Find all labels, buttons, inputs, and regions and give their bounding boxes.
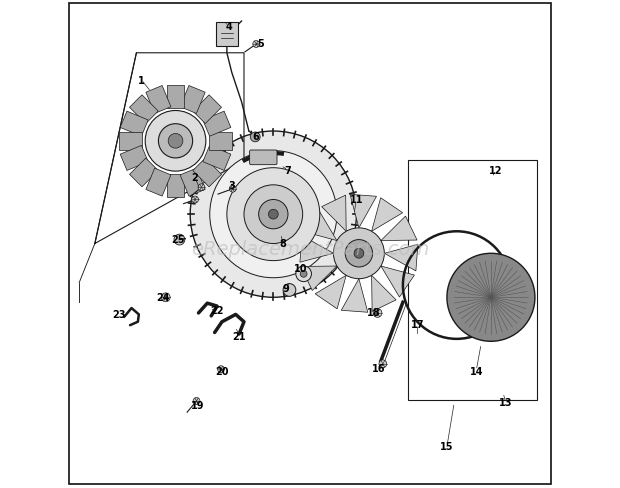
Text: 16: 16: [372, 364, 385, 373]
Circle shape: [259, 200, 288, 229]
Circle shape: [300, 271, 307, 278]
Polygon shape: [209, 133, 232, 150]
Text: 18: 18: [367, 307, 381, 317]
Text: 10: 10: [293, 264, 307, 273]
Circle shape: [250, 133, 260, 142]
Circle shape: [193, 398, 200, 405]
Circle shape: [244, 185, 303, 244]
Text: 8: 8: [280, 239, 286, 249]
Polygon shape: [193, 159, 221, 187]
Polygon shape: [303, 210, 337, 241]
Polygon shape: [203, 112, 231, 137]
Polygon shape: [146, 169, 171, 197]
Polygon shape: [130, 96, 158, 124]
Text: 4: 4: [226, 22, 232, 32]
Circle shape: [168, 134, 183, 149]
Circle shape: [145, 111, 206, 172]
Polygon shape: [130, 159, 158, 187]
Circle shape: [190, 132, 356, 298]
Polygon shape: [180, 86, 205, 114]
Polygon shape: [371, 198, 402, 232]
Circle shape: [159, 124, 193, 159]
Circle shape: [268, 210, 278, 220]
Polygon shape: [350, 195, 376, 228]
Polygon shape: [301, 266, 337, 291]
Polygon shape: [381, 217, 417, 241]
Circle shape: [345, 240, 373, 267]
Circle shape: [192, 197, 198, 203]
Text: eReplacementParts.com: eReplacementParts.com: [191, 240, 429, 258]
Text: 25: 25: [171, 234, 185, 244]
Text: 11: 11: [350, 195, 363, 205]
Polygon shape: [371, 276, 396, 312]
Text: 2: 2: [192, 173, 198, 183]
Text: 22: 22: [210, 305, 224, 315]
Circle shape: [253, 41, 260, 48]
Polygon shape: [384, 245, 418, 271]
Polygon shape: [322, 196, 346, 232]
Text: 15: 15: [440, 442, 454, 451]
Polygon shape: [341, 279, 368, 313]
Circle shape: [296, 266, 311, 282]
Polygon shape: [119, 133, 142, 150]
Text: 20: 20: [215, 366, 229, 376]
Polygon shape: [300, 236, 334, 263]
Text: 6: 6: [253, 132, 260, 142]
FancyBboxPatch shape: [216, 23, 237, 47]
Circle shape: [161, 293, 170, 302]
Polygon shape: [146, 86, 171, 114]
Text: 3: 3: [228, 181, 235, 190]
Polygon shape: [315, 276, 346, 309]
Text: 12: 12: [489, 166, 503, 176]
Circle shape: [198, 184, 205, 191]
Bar: [408, 161, 538, 400]
Text: 17: 17: [411, 320, 424, 329]
Circle shape: [334, 228, 384, 279]
Circle shape: [447, 254, 535, 342]
Polygon shape: [167, 175, 184, 198]
Circle shape: [227, 168, 320, 261]
Polygon shape: [120, 146, 148, 171]
Polygon shape: [120, 112, 148, 137]
Text: 1: 1: [138, 76, 144, 85]
Circle shape: [218, 366, 224, 373]
Text: 19: 19: [191, 400, 204, 410]
Text: 21: 21: [232, 332, 246, 342]
Circle shape: [373, 309, 382, 318]
Text: 5: 5: [258, 39, 265, 49]
Circle shape: [174, 235, 185, 245]
Polygon shape: [180, 169, 205, 197]
Text: 14: 14: [469, 366, 483, 376]
Text: 24: 24: [157, 293, 170, 303]
Polygon shape: [381, 266, 414, 297]
Circle shape: [229, 186, 236, 193]
Text: 13: 13: [499, 398, 512, 407]
Text: 23: 23: [113, 310, 126, 320]
Polygon shape: [167, 85, 184, 108]
Circle shape: [283, 284, 296, 297]
Text: 9: 9: [282, 283, 289, 293]
Text: 7: 7: [285, 166, 291, 176]
FancyBboxPatch shape: [250, 151, 277, 165]
Polygon shape: [193, 96, 221, 124]
Circle shape: [210, 151, 337, 278]
Circle shape: [354, 249, 364, 259]
Circle shape: [379, 360, 387, 368]
Polygon shape: [203, 146, 231, 171]
